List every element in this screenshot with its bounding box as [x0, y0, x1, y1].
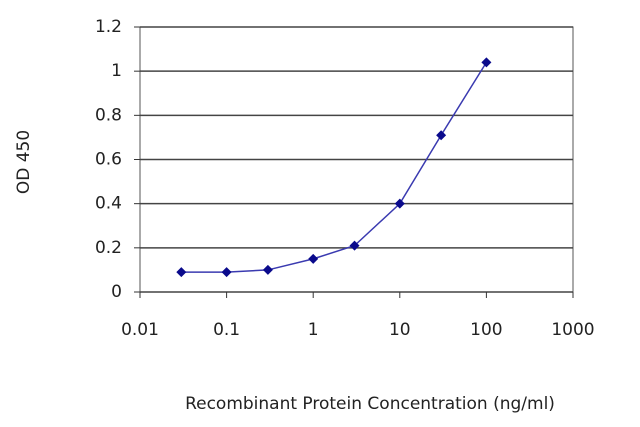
y-tick-label: 0.6 [95, 150, 122, 170]
data-point [394, 198, 405, 209]
data-line [181, 61, 488, 273]
y-axis-label: OD 450 [14, 130, 34, 194]
y-tick-label: 1 [111, 61, 122, 81]
data-point [308, 253, 319, 264]
data-point [262, 264, 273, 275]
data-point [349, 240, 360, 251]
y-tick-label: 0.4 [95, 194, 122, 214]
x-tick-label: 10 [389, 320, 411, 340]
x-tick-label: 0.1 [213, 320, 240, 340]
x-tick-label: 0.01 [121, 320, 159, 340]
x-tick-label: 1000 [551, 320, 594, 340]
x-tick-label: 100 [470, 320, 502, 340]
y-tick-label: 0.8 [95, 105, 122, 125]
y-tick-label: 0.2 [95, 238, 122, 258]
data-point [176, 267, 187, 278]
data-point [481, 57, 492, 68]
x-axis-label: Recombinant Protein Concentration (ng/ml… [185, 394, 555, 414]
data-point [221, 267, 232, 278]
y-tick-label: 0 [111, 282, 122, 302]
data-point [436, 130, 447, 141]
y-tick-label: 1.2 [95, 17, 122, 37]
x-tick-label: 1 [308, 320, 319, 340]
